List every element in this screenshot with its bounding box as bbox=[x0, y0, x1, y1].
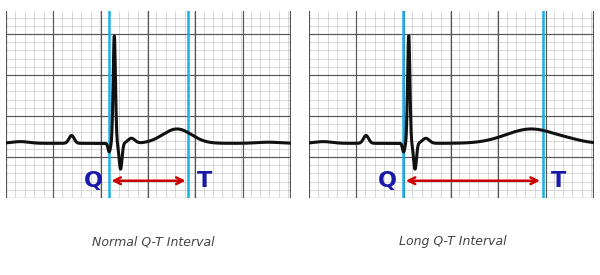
Text: Long Q-T Interval: Long Q-T Interval bbox=[399, 235, 507, 249]
Text: T: T bbox=[551, 171, 566, 191]
Text: Normal Q-T Interval: Normal Q-T Interval bbox=[92, 235, 214, 249]
Text: Q: Q bbox=[378, 171, 397, 191]
Text: T: T bbox=[196, 171, 212, 191]
Text: Q: Q bbox=[83, 171, 103, 191]
